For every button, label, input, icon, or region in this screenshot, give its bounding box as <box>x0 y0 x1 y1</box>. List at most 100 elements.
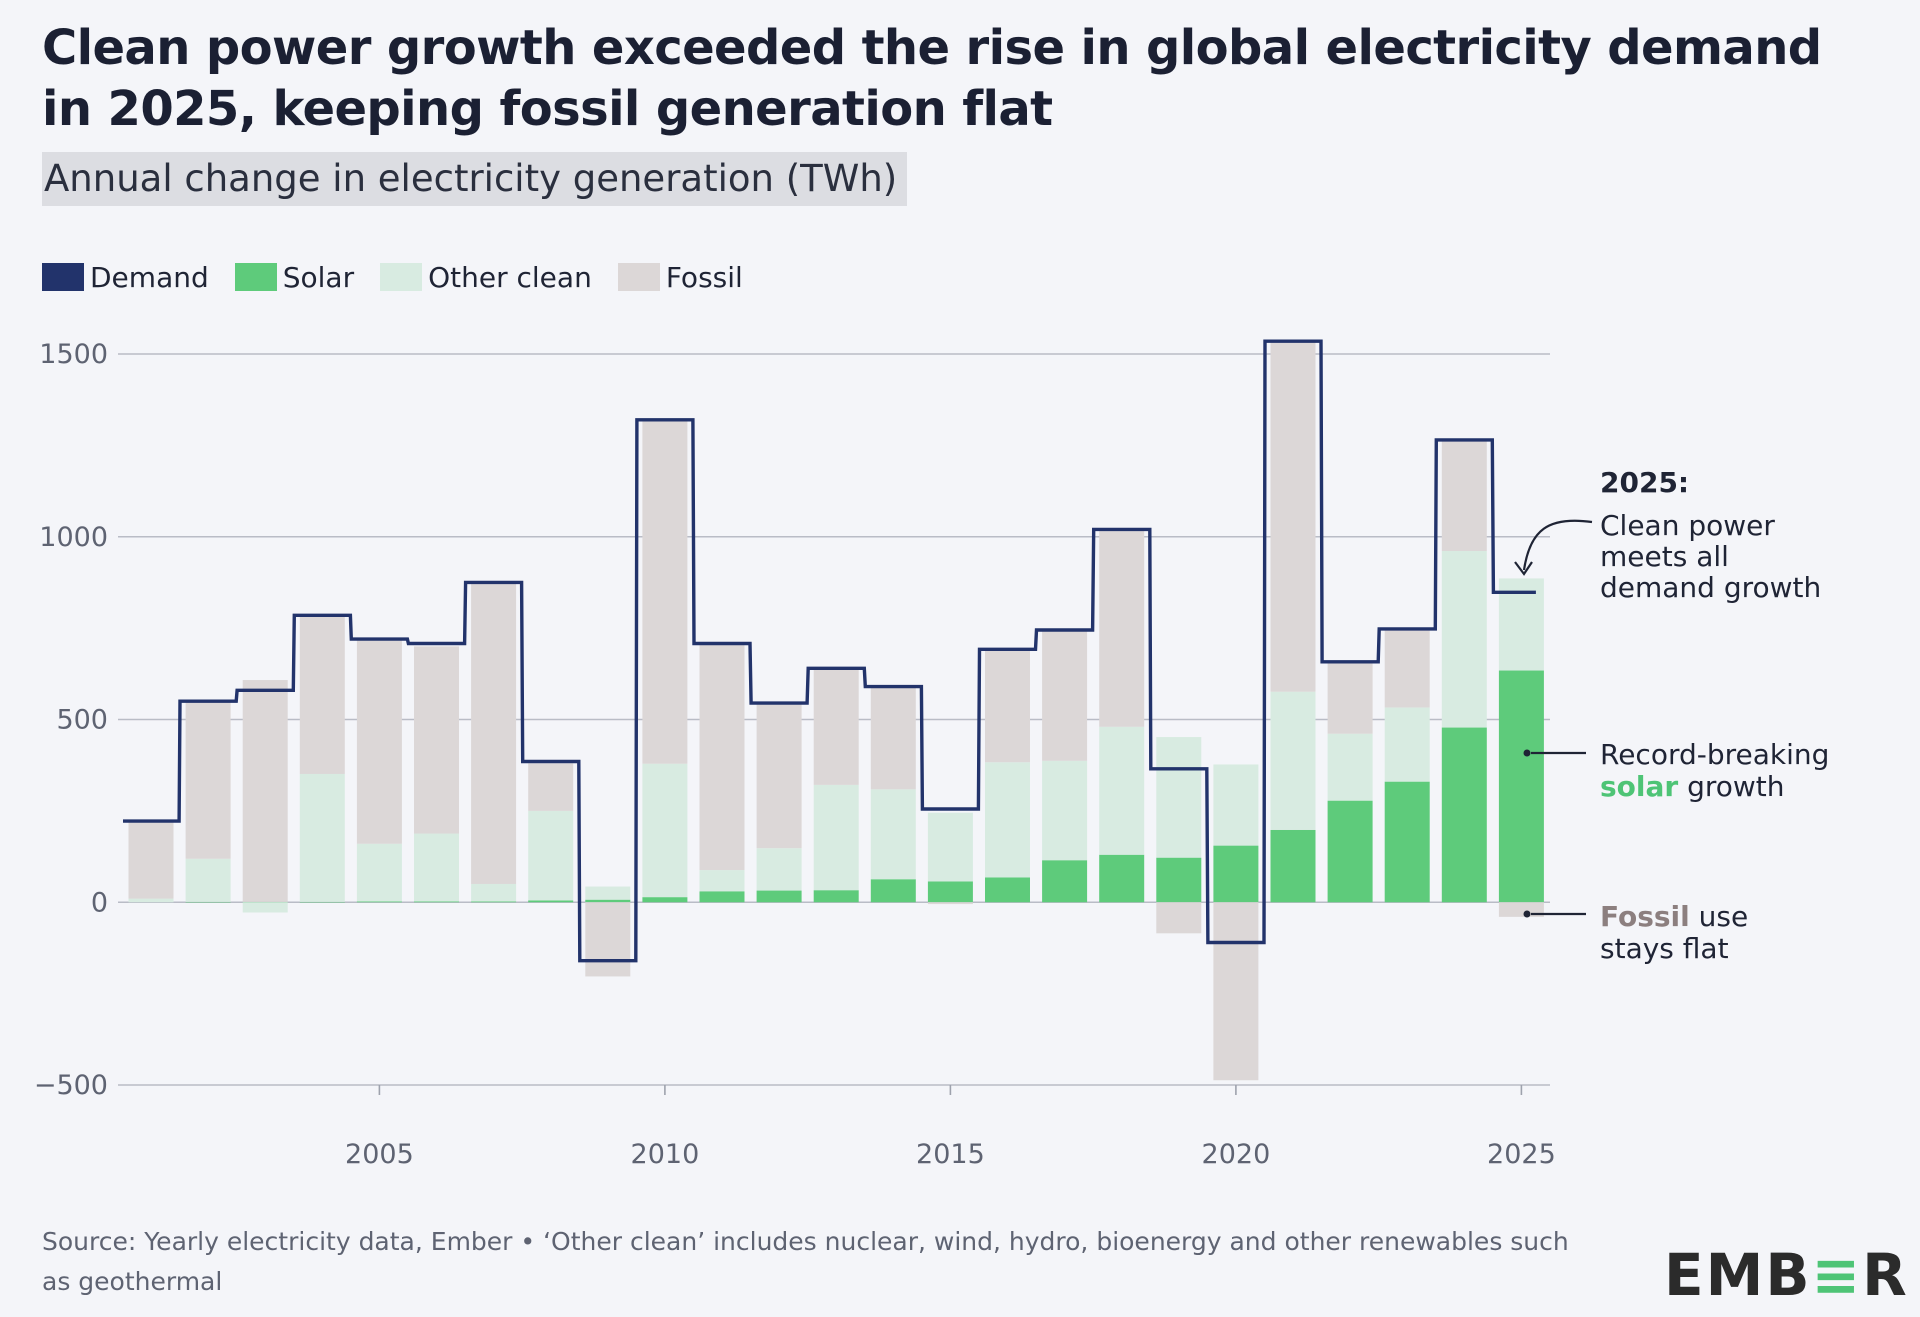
chart-subtitle: Annual change in electricity generation … <box>42 152 908 206</box>
annotations: 2025: Clean power meets all demand growt… <box>1514 466 1829 965</box>
annotation-solar-highlight: solar <box>1600 770 1678 803</box>
bar-solar <box>1270 829 1316 903</box>
bar-solar <box>870 879 916 903</box>
bar-fossil <box>699 644 745 871</box>
annotation-clean-arrowhead <box>1514 561 1533 576</box>
bar-fossil <box>528 763 574 811</box>
bar-fossil <box>242 680 288 902</box>
annotation-clean-line-1: Clean power <box>1600 509 1775 542</box>
bar-fossil <box>642 419 688 764</box>
demand-line-group <box>123 339 1536 963</box>
bar-solar <box>985 877 1030 903</box>
y-tick-label: 0 <box>91 887 108 918</box>
annotation-solar-line-1: Record-breaking <box>1600 738 1829 771</box>
bar-solar <box>356 901 402 903</box>
annotation-fossil-highlight: Fossil <box>1600 900 1690 933</box>
legend-item-demand: Demand <box>42 261 209 294</box>
demand-line <box>123 339 1536 963</box>
bar-solar <box>1213 845 1259 903</box>
annotation-solar-dot <box>1523 749 1531 757</box>
bar-fossil <box>813 668 859 785</box>
annotation-solar-rest: growth <box>1678 770 1784 803</box>
bar-solar <box>528 900 574 903</box>
y-tick-label: 1000 <box>39 522 108 553</box>
bar-other-clean <box>985 762 1030 878</box>
x-tick-label: 2010 <box>631 1139 700 1170</box>
bar-other-clean <box>1042 760 1088 861</box>
bar-other-clean <box>585 886 631 900</box>
bar-other-clean <box>927 812 973 882</box>
chart-title: Clean power growth exceeded the rise in … <box>42 20 1822 137</box>
legend-swatch-fossil <box>617 263 660 291</box>
bar-other-clean <box>1099 726 1145 855</box>
x-tick-label: 2020 <box>1202 1139 1271 1170</box>
annotation-fossil-line-1: Fossil use <box>1600 900 1748 933</box>
bar-other-clean <box>870 789 916 880</box>
bar-other-clean <box>414 833 459 902</box>
axis-labels: 1500 1000 500 0 −500 2005 2010 2015 2020 2025 <box>34 339 1556 1170</box>
bar-solar <box>1156 857 1202 903</box>
bar-solar <box>414 901 459 903</box>
bar-fossil <box>1270 341 1316 692</box>
legend-item-other-clean: Other clean <box>380 261 592 294</box>
legend-swatch-demand <box>42 263 84 291</box>
annotation-clean-line-3: demand growth <box>1600 571 1821 604</box>
bar-fossil <box>185 702 231 859</box>
bar-other-clean <box>1270 691 1316 830</box>
bar-solar <box>756 890 802 903</box>
bar-fossil <box>128 821 174 899</box>
bar-other-clean <box>471 883 517 902</box>
bar-other-clean <box>756 848 802 891</box>
bar-other-clean <box>299 773 345 902</box>
annotation-fossil-rest: use <box>1690 900 1748 933</box>
bar-solar <box>1384 781 1430 903</box>
bar-other-clean <box>1441 551 1487 728</box>
bar-other-clean <box>356 843 402 902</box>
bar-fossil <box>1441 440 1487 552</box>
bars <box>128 341 1544 1081</box>
bar-fossil <box>927 902 973 905</box>
bar-other-clean <box>1156 737 1202 858</box>
bar-fossil <box>414 646 459 834</box>
x-tick-label: 2005 <box>345 1139 414 1170</box>
bar-solar <box>1441 727 1487 903</box>
legend-label-demand: Demand <box>90 260 209 294</box>
bar-other-clean <box>1384 707 1430 782</box>
bar-fossil <box>1384 629 1430 708</box>
bar-solar <box>813 890 859 903</box>
x-tick-label: 2015 <box>916 1139 985 1170</box>
legend-swatch-solar <box>234 263 277 291</box>
bar-solar <box>1498 670 1544 903</box>
bar-other-clean <box>813 784 859 891</box>
bar-fossil <box>1327 661 1373 734</box>
y-tick-label: 500 <box>56 705 108 736</box>
legend-swatch-other-clean <box>380 263 423 291</box>
logo-text-part3: R <box>1862 1241 1909 1309</box>
bar-other-clean <box>1213 764 1259 846</box>
annotation-fossil-dot <box>1523 910 1531 918</box>
bar-other-clean <box>242 902 288 913</box>
legend-label-solar: Solar <box>282 260 355 294</box>
bar-solar <box>185 901 231 903</box>
bar-other-clean <box>185 858 231 902</box>
ember-logo: EMB≡R <box>1664 1240 1909 1310</box>
annotation-clean-line-2: meets all <box>1600 540 1729 573</box>
logo-text-part2: ≡ <box>1811 1241 1863 1309</box>
bar-other-clean <box>642 763 688 898</box>
legend-label-other-clean: Other clean <box>428 260 592 294</box>
bar-other-clean <box>699 870 745 892</box>
bar-solar <box>299 901 345 903</box>
bar-solar <box>471 901 517 903</box>
bar-solar <box>699 891 745 903</box>
legend-item-fossil: Fossil <box>617 261 743 294</box>
bar-solar <box>642 897 688 903</box>
bar-fossil <box>585 902 631 977</box>
bar-fossil <box>471 582 517 884</box>
legend: Demand Solar Other clean Fossil <box>42 259 769 295</box>
bar-fossil <box>756 703 802 849</box>
legend-item-solar: Solar <box>234 260 355 294</box>
bar-solar <box>242 901 288 903</box>
source-note: Source: Yearly electricity data, Ember •… <box>42 1227 1569 1296</box>
bar-fossil <box>1042 630 1088 761</box>
